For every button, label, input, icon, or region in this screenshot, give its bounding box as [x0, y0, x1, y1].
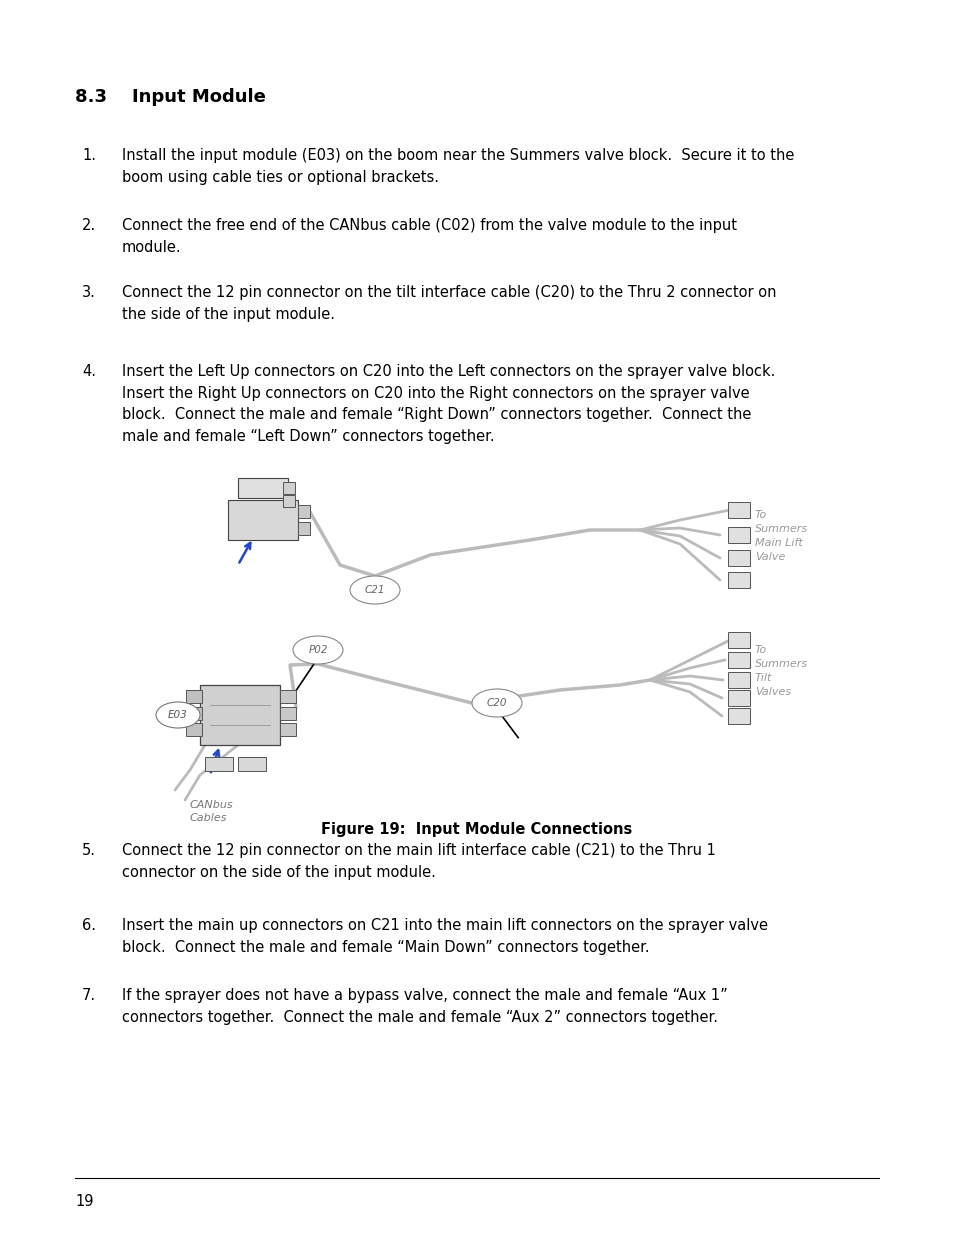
Ellipse shape	[293, 636, 343, 664]
Text: Valves: Valves	[754, 687, 790, 697]
Text: Install the input module (E03) on the boom near the Summers valve block.  Secure: Install the input module (E03) on the bo…	[122, 148, 794, 184]
Text: 8.3    Input Module: 8.3 Input Module	[75, 88, 266, 106]
Text: To: To	[754, 510, 766, 520]
Text: CANbus: CANbus	[190, 800, 233, 810]
Bar	[280, 706, 295, 720]
Ellipse shape	[156, 701, 200, 727]
Text: Figure 19:  Input Module Connections: Figure 19: Input Module Connections	[321, 823, 632, 837]
Ellipse shape	[472, 689, 521, 718]
Bar	[727, 527, 749, 543]
Text: E03: E03	[168, 710, 188, 720]
Bar	[727, 501, 749, 517]
Text: P02: P02	[308, 645, 328, 655]
Text: C20: C20	[486, 698, 507, 708]
Bar	[186, 690, 202, 703]
Bar	[727, 652, 749, 668]
Bar	[727, 550, 749, 566]
Bar	[186, 706, 202, 720]
Text: If the sprayer does not have a bypass valve, connect the male and female “Aux 1”: If the sprayer does not have a bypass va…	[122, 988, 727, 1025]
Bar	[297, 505, 310, 517]
Bar	[283, 482, 294, 494]
Text: Cables: Cables	[190, 813, 227, 823]
Text: Insert the main up connectors on C21 into the main lift connectors on the spraye: Insert the main up connectors on C21 int…	[122, 918, 767, 955]
Text: Valve: Valve	[754, 552, 784, 562]
Text: Tilt: Tilt	[754, 673, 772, 683]
Text: Insert the Left Up connectors on C20 into the Left connectors on the sprayer val: Insert the Left Up connectors on C20 int…	[122, 364, 775, 443]
Text: Connect the free end of the CANbus cable (C02) from the valve module to the inpu: Connect the free end of the CANbus cable…	[122, 219, 737, 254]
Text: 7.: 7.	[82, 988, 96, 1003]
Text: 4.: 4.	[82, 364, 96, 379]
Bar	[727, 690, 749, 706]
Bar	[237, 757, 266, 771]
Bar	[186, 722, 202, 736]
Bar	[727, 708, 749, 724]
Text: 5.: 5.	[82, 844, 96, 858]
Bar	[297, 522, 310, 535]
Bar	[727, 632, 749, 648]
Text: 1.: 1.	[82, 148, 96, 163]
Ellipse shape	[350, 576, 399, 604]
Bar	[280, 722, 295, 736]
Bar	[283, 495, 294, 508]
Text: 2.: 2.	[82, 219, 96, 233]
Text: To: To	[754, 645, 766, 655]
Text: 6.: 6.	[82, 918, 96, 932]
Text: 3.: 3.	[82, 285, 95, 300]
Text: Connect the 12 pin connector on the tilt interface cable (C20) to the Thru 2 con: Connect the 12 pin connector on the tilt…	[122, 285, 776, 321]
Bar	[727, 672, 749, 688]
Text: Main Lift: Main Lift	[754, 538, 801, 548]
Text: 19: 19	[75, 1194, 93, 1209]
Bar	[200, 685, 280, 745]
Text: C21: C21	[364, 585, 385, 595]
Bar	[237, 478, 288, 498]
Bar	[727, 572, 749, 588]
Bar	[228, 500, 297, 540]
Bar	[205, 757, 233, 771]
Bar	[280, 690, 295, 703]
Text: Summers: Summers	[754, 524, 807, 534]
Text: Summers: Summers	[754, 659, 807, 669]
Text: Connect the 12 pin connector on the main lift interface cable (C21) to the Thru : Connect the 12 pin connector on the main…	[122, 844, 715, 879]
